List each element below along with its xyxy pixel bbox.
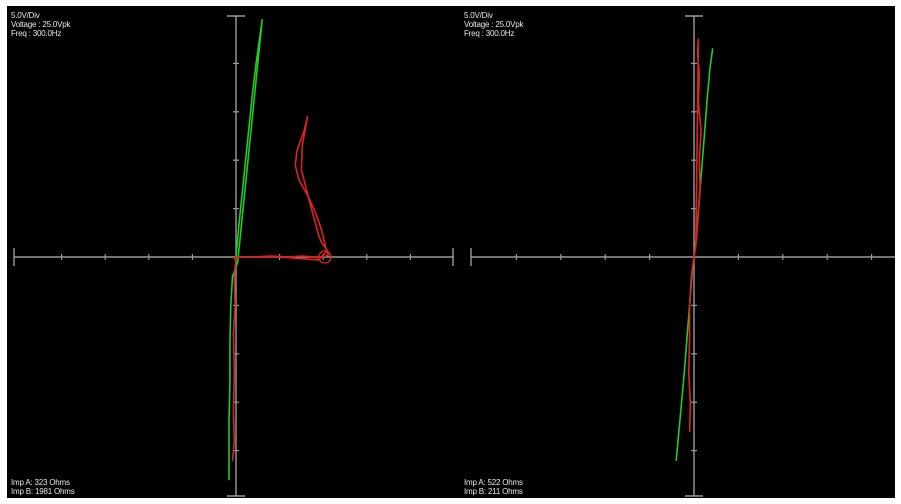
channel-a-impedance: Imp A: 323 Ohms Imp B: 1981 Ohms bbox=[11, 478, 75, 496]
series-trace-1 bbox=[228, 19, 263, 481]
channel-a-imp-b: Imp B: 1981 Ohms bbox=[11, 487, 75, 496]
channel-b-imp-b: Imp B: 211 Ohms bbox=[464, 487, 523, 496]
channel-a-voltage: Voltage : 25.0Vpk bbox=[11, 20, 71, 29]
series-trace-2 bbox=[231, 115, 330, 462]
channel-a-volts-per-div: 5.0V/Div bbox=[11, 11, 40, 20]
trace-marker-circle bbox=[318, 250, 332, 264]
channel-b-voltage: Voltage : 25.0Vpk bbox=[464, 20, 524, 29]
curve-tracer-screen: 5.0V/Div Voltage : 25.0Vpk Freq : 300.0H… bbox=[7, 6, 895, 498]
channel-b-impedance: Imp A: 522 Ohms Imp B: 211 Ohms bbox=[464, 478, 523, 496]
channel-a-panel: 5.0V/Div Voltage : 25.0Vpk Freq : 300.0H… bbox=[7, 6, 454, 498]
channel-b-panel: 5.0V/Div Voltage : 25.0Vpk Freq : 300.0H… bbox=[460, 6, 895, 498]
channel-a-settings: 5.0V/Div Voltage : 25.0Vpk Freq : 300.0H… bbox=[11, 11, 71, 38]
channel-a-frequency: Freq : 300.0Hz bbox=[11, 29, 62, 38]
channel-a-imp-a: Imp A: 323 Ohms bbox=[11, 478, 70, 487]
channel-b-plot bbox=[470, 15, 895, 497]
channel-b-frequency: Freq : 300.0Hz bbox=[464, 29, 515, 38]
series-trace-2 bbox=[687, 38, 702, 433]
channel-b-volts-per-div: 5.0V/Div bbox=[464, 11, 493, 20]
channel-b-imp-a: Imp A: 522 Ohms bbox=[464, 478, 523, 487]
channel-b-settings: 5.0V/Div Voltage : 25.0Vpk Freq : 300.0H… bbox=[464, 11, 524, 38]
channel-a-plot bbox=[13, 15, 454, 497]
